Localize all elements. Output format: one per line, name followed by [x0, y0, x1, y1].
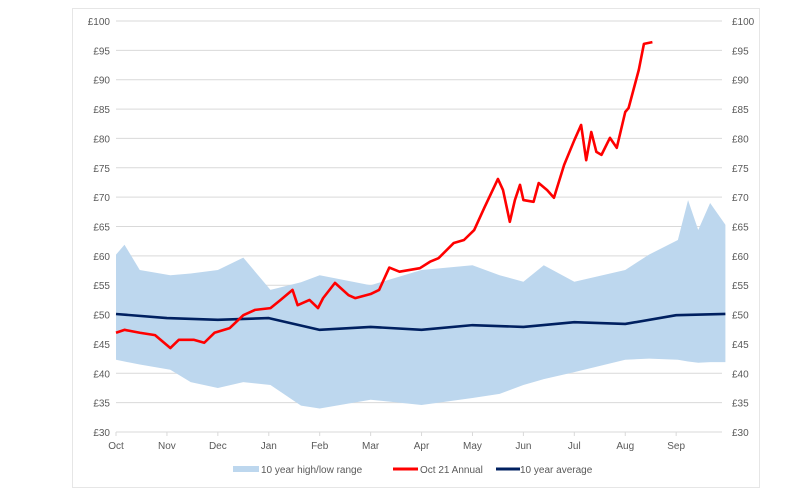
- x-tick-label: Sep: [667, 441, 685, 452]
- x-tick-label: Mar: [362, 441, 380, 452]
- y-axis-right: £30 £35 £40 £45 £50 £55 £60 £65 £70 £75 £80 £85 £90 £…: [732, 17, 755, 439]
- y-tick-label-right: £45: [732, 340, 749, 351]
- y-tick-label-right: £90: [732, 76, 749, 87]
- y-tick-label-left: £35: [93, 399, 110, 410]
- y-tick-label-left: £55: [93, 281, 110, 292]
- x-tick-label: Dec: [209, 441, 227, 452]
- x-tick-label: Nov: [158, 441, 176, 452]
- chart-frame: [72, 8, 760, 488]
- y-axis-left: £30 £35 £40 £45 £50 £55 £60 £65 £70 £75 £80 £85 £90 £…: [88, 17, 111, 439]
- range-band-area: [116, 200, 726, 409]
- y-tick-label-right: £55: [732, 281, 749, 292]
- series-lines-layer: [115, 40, 726, 350]
- y-tick-label-left: £65: [93, 223, 110, 234]
- y-tick-label-right: £75: [732, 164, 749, 175]
- y-tick-label-right: £95: [732, 46, 749, 57]
- y-tick-label-left: £75: [93, 164, 110, 175]
- y-tick-label-left: £85: [93, 105, 110, 116]
- y-tick-label-left: £30: [93, 428, 110, 439]
- y-tick-label-right: £85: [732, 105, 749, 116]
- y-tick-label-left: £50: [93, 311, 110, 322]
- y-tick-label-left: £100: [88, 17, 111, 28]
- x-tick-label: Apr: [414, 441, 430, 452]
- x-tick-label: Jul: [568, 441, 581, 452]
- y-tick-label-left: £70: [93, 193, 110, 204]
- x-tick-label: Jun: [515, 441, 531, 452]
- x-tick-label: Feb: [311, 441, 329, 452]
- y-tick-label-left: £95: [93, 46, 110, 57]
- legend: 10 year high/low range Oct 21 Annual 10 …: [233, 465, 593, 476]
- legend-label-annual: Oct 21 Annual: [420, 465, 483, 476]
- x-tick-label: Oct: [108, 441, 124, 452]
- y-tick-label-right: £40: [732, 369, 749, 380]
- y-tick-label-left: £80: [93, 134, 110, 145]
- legend-label-average: 10 year average: [520, 465, 593, 476]
- y-tick-label-right: £35: [732, 399, 749, 410]
- y-tick-label-left: £45: [93, 340, 110, 351]
- legend-swatch-range: [233, 466, 259, 472]
- annual-line: [115, 40, 653, 350]
- y-tick-label-right: £50: [732, 311, 749, 322]
- y-tick-label-right: £70: [732, 193, 749, 204]
- y-tick-label-right: £100: [732, 17, 755, 28]
- x-tick-label: May: [463, 441, 482, 452]
- x-tick-label: Aug: [616, 441, 634, 452]
- x-tick-label: Jan: [261, 441, 277, 452]
- legend-label-range: 10 year high/low range: [261, 465, 363, 476]
- y-tick-label-right: £30: [732, 428, 749, 439]
- range-band-layer: [116, 200, 726, 409]
- y-tick-label-right: £65: [732, 223, 749, 234]
- y-tick-label-right: £80: [732, 134, 749, 145]
- y-tick-label-left: £40: [93, 369, 110, 380]
- y-tick-label-left: £60: [93, 252, 110, 263]
- y-tick-label-right: £60: [732, 252, 749, 263]
- y-tick-label-left: £90: [93, 76, 110, 87]
- x-axis: Oct Nov Dec Jan Feb Mar Apr May Jun Jul Aug Sep: [108, 432, 686, 452]
